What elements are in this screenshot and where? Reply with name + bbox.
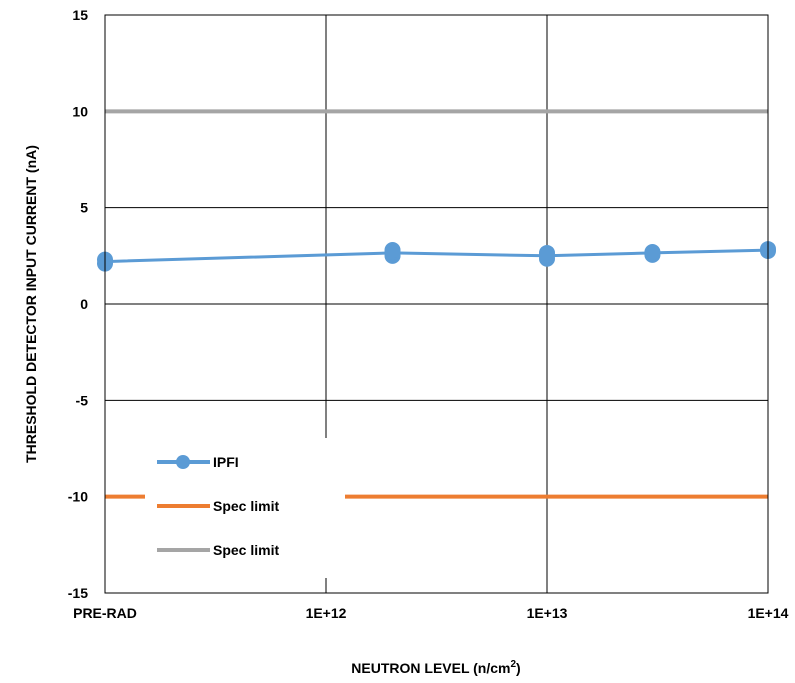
x-axis-title-close: ) — [516, 660, 521, 676]
x-tick-label: 1E+12 — [306, 605, 347, 621]
ipfi-data-point — [384, 242, 401, 259]
x-axis-title: NEUTRON LEVEL (n/cm2) — [351, 659, 520, 676]
y-tick-label: 10 — [72, 103, 88, 119]
y-tick-label: 0 — [80, 296, 88, 312]
ipfi-data-point — [644, 243, 661, 260]
legend-label-ipfi: IPFI — [213, 454, 239, 470]
legend-marker-ipfi — [176, 455, 190, 469]
x-axis-title-main: NEUTRON LEVEL (n/cm — [351, 660, 510, 676]
y-tick-label: -10 — [68, 489, 88, 505]
y-tick-label: 5 — [80, 200, 88, 216]
legend-item-spec-limit-orange: Spec limit — [157, 498, 279, 514]
ipfi-series-line — [104, 248, 769, 264]
legend-label-spec-limit-orange: Spec limit — [213, 498, 279, 514]
legend-item-ipfi: IPFI — [157, 454, 239, 470]
y-tick-label: 15 — [72, 7, 88, 23]
y-tick-label: -5 — [76, 392, 89, 408]
x-tick-labels: PRE-RAD 1E+12 1E+13 1E+14 — [73, 605, 789, 621]
x-tick-label: 1E+14 — [748, 605, 789, 621]
legend-label-spec-limit-gray: Spec limit — [213, 542, 279, 558]
legend-item-spec-limit-gray: Spec limit — [157, 542, 279, 558]
x-tick-label: PRE-RAD — [73, 605, 137, 621]
ipfi-data-point — [539, 244, 555, 261]
plot-area-border — [104, 14, 769, 594]
series-layer — [97, 109, 776, 499]
x-tick-label: 1E+13 — [527, 605, 568, 621]
x-axis-title-superscript: 2 — [510, 659, 516, 670]
y-tick-label: -15 — [68, 585, 88, 601]
y-tick-labels: 15 10 5 0 -5 -10 -15 — [68, 7, 88, 601]
y-axis-title: THRESHOLD DETECTOR INPUT CURRENT (nA) — [23, 145, 39, 463]
legend: IPFI Spec limit Spec limit — [145, 438, 345, 578]
